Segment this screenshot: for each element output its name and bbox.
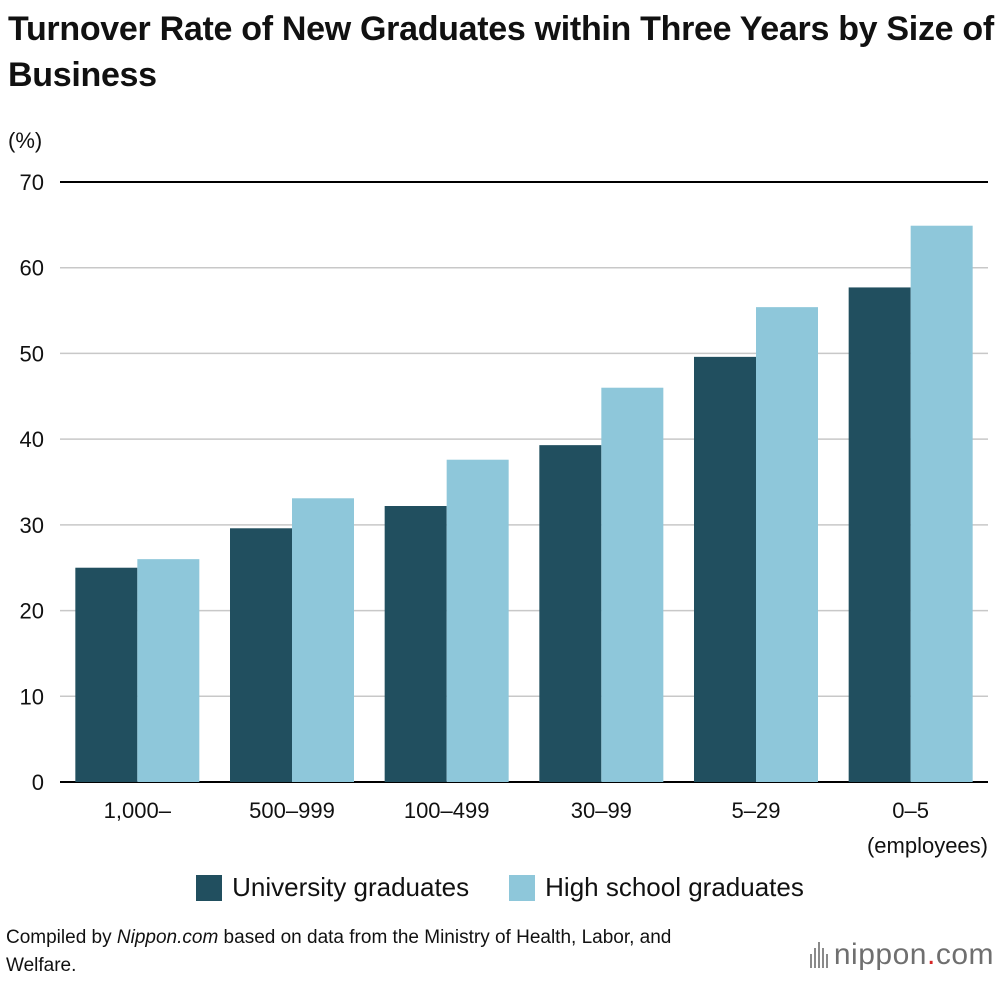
- bar-highschool-0: [137, 559, 200, 782]
- y-tick-label: 30: [20, 513, 44, 538]
- source-prefix: Compiled by: [6, 927, 117, 948]
- source-note: Compiled by Nippon.com based on data fro…: [6, 924, 706, 980]
- legend-swatch-highschool: [509, 874, 536, 901]
- y-tick-label: 70: [20, 170, 44, 195]
- x-tick-label: 0–5: [892, 798, 929, 823]
- bar-highschool-1: [292, 498, 354, 782]
- logo-tld: com: [935, 938, 994, 971]
- gridlines: [60, 181, 988, 783]
- y-tick-label: 50: [20, 341, 44, 366]
- bar-highschool-2: [446, 459, 509, 782]
- logo-bars-icon: [809, 942, 828, 968]
- y-tick-label: 60: [20, 256, 44, 281]
- x-tick-label: 1,000–: [104, 798, 172, 823]
- logo-dot: .: [926, 938, 936, 971]
- bars: [75, 225, 973, 782]
- x-tick-label: 500–999: [249, 798, 335, 823]
- legend-swatch-university: [196, 874, 223, 901]
- legend-item-university: University graduates: [196, 872, 469, 903]
- y-tick-label: 40: [20, 427, 44, 452]
- legend: University graduates High school graduat…: [0, 872, 1000, 903]
- source-suffix: based on data from the Ministry of Healt…: [6, 927, 672, 976]
- bar-university-5: [848, 287, 911, 782]
- source-publisher: Nippon.com: [116, 927, 219, 948]
- x-axis-unit-label: (employees): [867, 833, 988, 858]
- y-axis-unit-label: (%): [8, 128, 42, 153]
- nippon-logo: nippon. com: [809, 938, 994, 972]
- legend-label-university: University graduates: [232, 872, 470, 902]
- bar-university-3: [539, 445, 602, 782]
- x-tick-label: 30–99: [571, 798, 632, 823]
- bar-highschool-3: [601, 387, 664, 782]
- bar-chart: 0 10 20 30 40 50 60 70 1,000– 500–999 100–499 30–99…: [8, 128, 988, 858]
- legend-label-highschool: High school graduates: [545, 872, 804, 902]
- legend-item-highschool: High school graduates: [509, 872, 804, 903]
- bar-highschool-5: [910, 225, 973, 782]
- bar-university-2: [384, 506, 447, 782]
- y-tick-label: 0: [32, 770, 44, 795]
- y-tick-label: 10: [20, 684, 44, 709]
- logo-name: nippon: [833, 938, 927, 971]
- bar-university-0: [75, 567, 138, 782]
- bar-university-4: [694, 356, 756, 782]
- tick-labels: 0 10 20 30 40 50 60 70 1,000– 500–999 100–499 30–99…: [20, 170, 930, 823]
- y-tick-label: 20: [20, 599, 44, 624]
- x-tick-label: 100–499: [404, 798, 490, 823]
- chart-title: Turnover Rate of New Graduates within Th…: [8, 10, 994, 94]
- bar-highschool-4: [756, 307, 818, 782]
- x-tick-label: 5–29: [732, 798, 781, 823]
- bar-university-1: [230, 528, 292, 782]
